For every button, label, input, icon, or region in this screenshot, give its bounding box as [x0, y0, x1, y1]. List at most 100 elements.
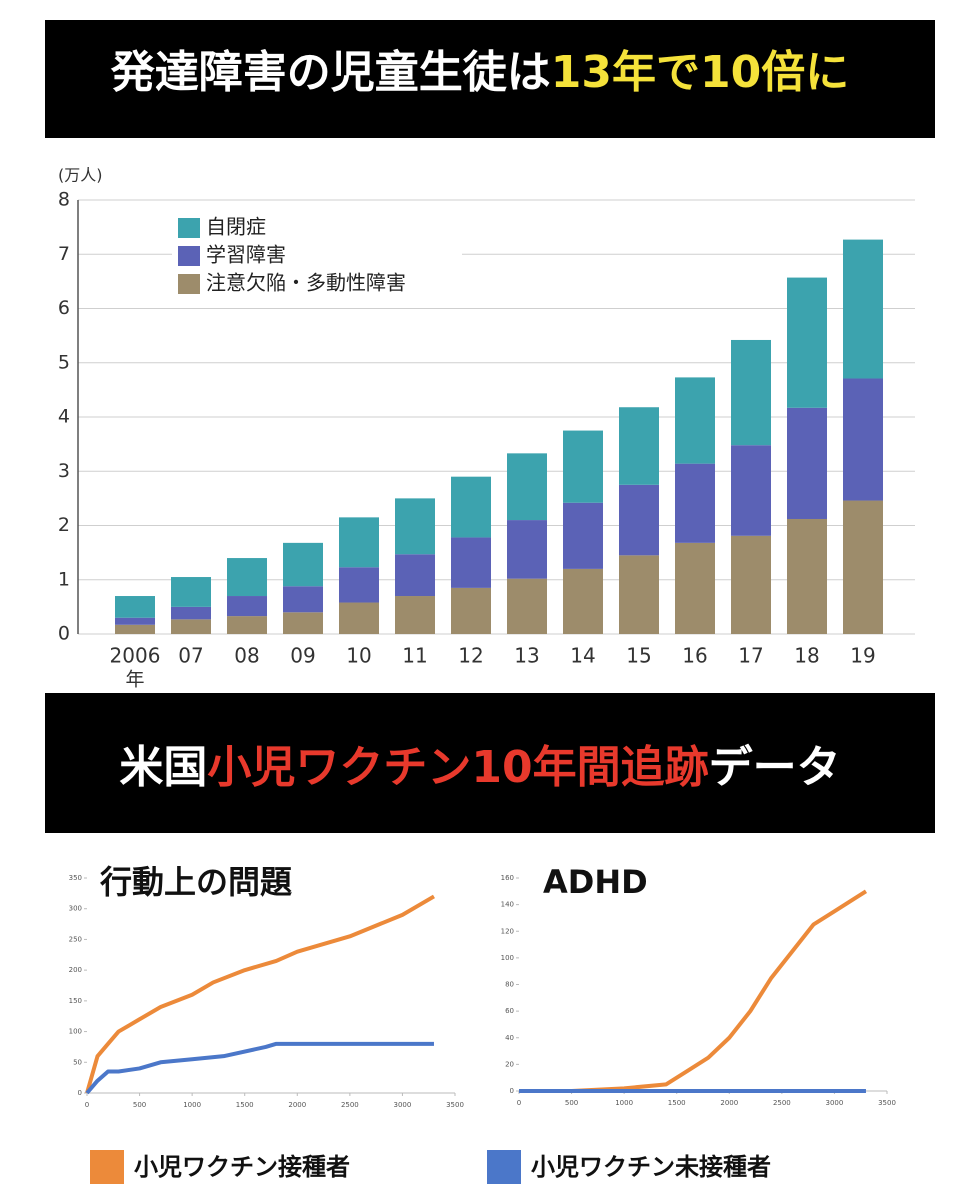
x-tick-label: 10 [346, 644, 371, 668]
y-tick-label: 0 [510, 1087, 514, 1095]
y-tick-label: 20 [505, 1060, 514, 1068]
y-tick-label: 250 [69, 935, 82, 943]
x-axis-unit: 年 [125, 669, 144, 691]
banner [45, 693, 935, 833]
bar-segment [563, 568, 603, 634]
y-tick-label: 60 [505, 1007, 514, 1015]
chart-title: ADHD [543, 863, 648, 901]
x-tick-label: 0 [517, 1099, 521, 1107]
y-tick-label: 160 [501, 874, 514, 882]
bar-segment [843, 500, 883, 634]
bar-segment [787, 277, 827, 408]
legend-swatch [178, 218, 200, 238]
bar-segment [619, 407, 659, 485]
legend-label: 学習障害 [206, 243, 286, 267]
x-tick-label: 19 [850, 644, 875, 668]
bar-segment [675, 542, 715, 634]
bar-segment [507, 578, 547, 634]
y-tick-label: 100 [501, 954, 514, 962]
legend-swatch [178, 246, 200, 266]
y-tick-label: 4 [58, 406, 70, 428]
x-tick-label: 13 [514, 644, 539, 668]
legend-swatch [178, 274, 200, 294]
bar-segment [787, 518, 827, 634]
y-tick-label: 350 [69, 874, 82, 882]
x-tick-label: 0 [85, 1101, 89, 1109]
x-tick-label: 2000 [288, 1101, 306, 1109]
x-tick-label: 500 [133, 1101, 146, 1109]
y-tick-label: 0 [58, 623, 70, 645]
banner-text: 発達障害の児童生徒は [110, 47, 551, 98]
x-tick-label: 09 [290, 644, 315, 668]
series-line [85, 894, 435, 1094]
y-tick-label: 140 [501, 901, 514, 909]
x-tick-label: 3500 [878, 1099, 896, 1107]
banner-text: 13年で10倍に [551, 47, 849, 98]
x-tick-label: 14 [570, 644, 595, 668]
bar-segment [171, 619, 211, 634]
y-tick-label: 3 [58, 460, 70, 482]
legend-label: 自閉症 [206, 215, 266, 239]
bar-segment [395, 554, 435, 597]
y-tick-label: 8 [58, 189, 70, 211]
banner-title: 米国小児ワクチン10年間追跡データ [119, 742, 840, 793]
series-line [85, 1041, 434, 1095]
bar-segment [171, 606, 211, 620]
y-tick-label: 50 [73, 1058, 82, 1066]
bar-segment [507, 520, 547, 579]
bar-segment [227, 596, 267, 617]
x-tick-label: 1500 [236, 1101, 254, 1109]
legend-box [172, 208, 462, 302]
x-tick-label: 1500 [668, 1099, 686, 1107]
bar-segment [395, 498, 435, 555]
y-tick-label: 6 [58, 297, 70, 319]
bar-segment [731, 445, 771, 536]
y-tick-label: 5 [58, 351, 70, 373]
banner [45, 20, 935, 138]
bar-segment [563, 430, 603, 503]
bar-segment [283, 586, 323, 613]
bar-segment [507, 453, 547, 521]
y-tick-label: 300 [69, 905, 82, 913]
x-tick-label: 3000 [826, 1099, 844, 1107]
bar-segment [843, 239, 883, 379]
y-tick-label: 2 [58, 514, 70, 536]
x-tick-label: 08 [234, 644, 259, 668]
banner-text: 米国 [119, 742, 207, 793]
x-tick-label: 3500 [446, 1101, 464, 1109]
bar-segment [227, 616, 267, 634]
bar-segment [339, 517, 379, 568]
x-tick-label: 1000 [615, 1099, 633, 1107]
x-tick-label: 2500 [773, 1099, 791, 1107]
bar-segment [843, 378, 883, 501]
y-tick-label: 200 [69, 966, 82, 974]
bar-segment [395, 596, 435, 634]
y-tick-label: 120 [501, 927, 514, 935]
x-tick-label: 3000 [394, 1101, 412, 1109]
x-tick-label: 2500 [341, 1101, 359, 1109]
y-tick-label: 150 [69, 997, 82, 1005]
banner-text: データ [709, 742, 841, 793]
x-tick-label: 500 [565, 1099, 578, 1107]
legend-label: 注意欠陥・多動性障害 [206, 271, 406, 295]
bar-segment [451, 537, 491, 588]
x-tick-label: 17 [738, 644, 763, 668]
bar-segment [451, 587, 491, 634]
y-axis-unit: (万人) [58, 166, 103, 185]
x-tick-label: 12 [458, 644, 483, 668]
x-tick-label: 1000 [183, 1101, 201, 1109]
legend-swatch [90, 1150, 124, 1184]
x-tick-label: 18 [794, 644, 819, 668]
x-tick-label: 07 [178, 644, 203, 668]
bar-segment [619, 484, 659, 556]
y-tick-label: 0 [78, 1089, 82, 1097]
bar-segment [675, 463, 715, 543]
x-tick-label: 2006 [110, 644, 161, 668]
y-tick-label: 1 [58, 568, 70, 590]
bar-segment [115, 596, 155, 618]
bar-segment [115, 624, 155, 634]
y-tick-label: 7 [58, 243, 70, 265]
bar-segment [619, 555, 659, 634]
bar-segment [675, 377, 715, 464]
